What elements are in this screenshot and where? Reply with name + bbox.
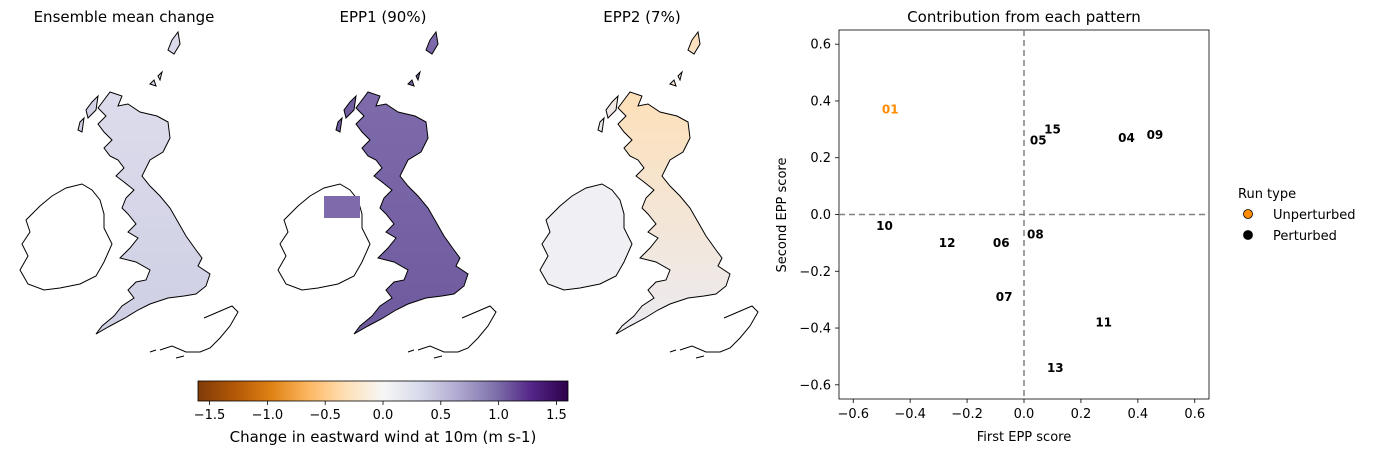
point-label-13: 13 — [1047, 361, 1064, 375]
map-title: EPP2 (7%) — [603, 8, 680, 26]
islands-shape — [77, 30, 181, 133]
point-label-12: 12 — [939, 236, 956, 250]
uk-ireland-map — [539, 30, 759, 359]
islands-shape — [335, 30, 439, 133]
legend-label-perturbed: Perturbed — [1273, 229, 1337, 244]
x-tick-label: 0.2 — [1071, 407, 1092, 422]
colorbar-tick-label: −1.5 — [194, 408, 226, 423]
legend-marker-perturbed — [1243, 230, 1253, 240]
colorbar-tick-label: 0.5 — [430, 408, 451, 423]
x-tick-label: 0.4 — [1128, 407, 1149, 422]
great-britain-shape — [95, 91, 211, 335]
scatter-chart: Contribution from each pattern −0.6 −0.4−… — [775, 8, 1210, 445]
legend-marker-unperturbed — [1243, 209, 1253, 219]
point-label-15: 15 — [1044, 122, 1061, 136]
continental-coast — [669, 305, 759, 359]
y-tick-label: 0.6 — [810, 38, 831, 53]
map-panel-ensemble-mean: Ensemble mean change — [19, 8, 239, 359]
ireland-shape — [539, 183, 633, 291]
ireland-shape — [19, 183, 113, 291]
x-axis-label: First EPP score — [977, 430, 1071, 445]
x-axis-ticks: −0.6 −0.4 −0.2 0.0 0.2 0.4 0.6 — [837, 399, 1205, 422]
islands-shape — [597, 30, 701, 133]
continental-coast — [149, 305, 239, 359]
map-panel-epp2: EPP2 (7%) — [539, 8, 759, 359]
y-tick-label: 0.4 — [810, 94, 831, 109]
map-panel-epp1: EPP1 (90%) — [277, 8, 497, 359]
y-axis-label: Second EPP score — [775, 158, 790, 273]
chart-title: Contribution from each pattern — [907, 8, 1141, 26]
uk-ireland-map — [277, 30, 497, 359]
legend-label-unperturbed: Unperturbed — [1273, 208, 1356, 223]
y-tick-label: −0.4 — [799, 322, 831, 337]
legend: Run type Unperturbed Perturbed — [1238, 187, 1356, 244]
colorbar-tick-label: −1.0 — [252, 408, 284, 423]
colorbar-ticks: −1.5 −1.0 −0.5 0.0 0.5 1.0 1.5 — [194, 401, 567, 423]
y-tick-label: 0.2 — [810, 151, 831, 166]
colorbar-gradient — [197, 380, 569, 402]
legend-title: Run type — [1238, 187, 1296, 202]
point-label-08: 08 — [1027, 227, 1044, 241]
point-label-09: 09 — [1147, 128, 1164, 142]
y-axis-ticks: −0.6 −0.4 −0.2 0.0 0.2 0.4 0.6 — [799, 38, 839, 393]
x-tick-label: −0.4 — [894, 407, 926, 422]
point-label-07: 07 — [996, 290, 1013, 304]
map-title: Ensemble mean change — [34, 8, 215, 26]
point-label-05: 05 — [1030, 134, 1047, 148]
y-tick-label: −0.6 — [799, 378, 831, 393]
continental-coast — [407, 305, 497, 359]
point-label-04: 04 — [1118, 131, 1135, 145]
great-britain-shape — [353, 91, 469, 335]
colorbar-tick-label: 1.5 — [546, 408, 567, 423]
colorbar-tick-label: −0.5 — [309, 408, 341, 423]
colorbar-tick-label: 1.0 — [488, 408, 509, 423]
y-tick-label: −0.2 — [799, 265, 831, 280]
colorbar: −1.5 −1.0 −0.5 0.0 0.5 1.0 1.5 Change in eastw… — [194, 380, 569, 446]
x-tick-label: −0.6 — [837, 407, 869, 422]
northern-ireland-shading — [324, 196, 360, 218]
uk-ireland-map — [19, 30, 239, 359]
x-tick-label: 0.6 — [1184, 407, 1205, 422]
point-label-10: 10 — [876, 219, 893, 233]
reference-lines — [839, 30, 1209, 399]
map-title: EPP1 (90%) — [340, 8, 427, 26]
y-tick-label: 0.0 — [810, 208, 831, 223]
x-tick-label: 0.0 — [1014, 407, 1035, 422]
point-label-06: 06 — [993, 236, 1010, 250]
x-tick-label: −0.2 — [951, 407, 983, 422]
point-label-11: 11 — [1095, 315, 1112, 329]
great-britain-shape — [615, 91, 731, 335]
point-label-01: 01 — [882, 102, 899, 116]
colorbar-label: Change in eastward wind at 10m (m s-1) — [230, 428, 537, 446]
data-points: 01 04 05 06 07 08 09 10 11 12 13 15 — [876, 102, 1163, 374]
colorbar-tick-label: 0.0 — [373, 408, 394, 423]
